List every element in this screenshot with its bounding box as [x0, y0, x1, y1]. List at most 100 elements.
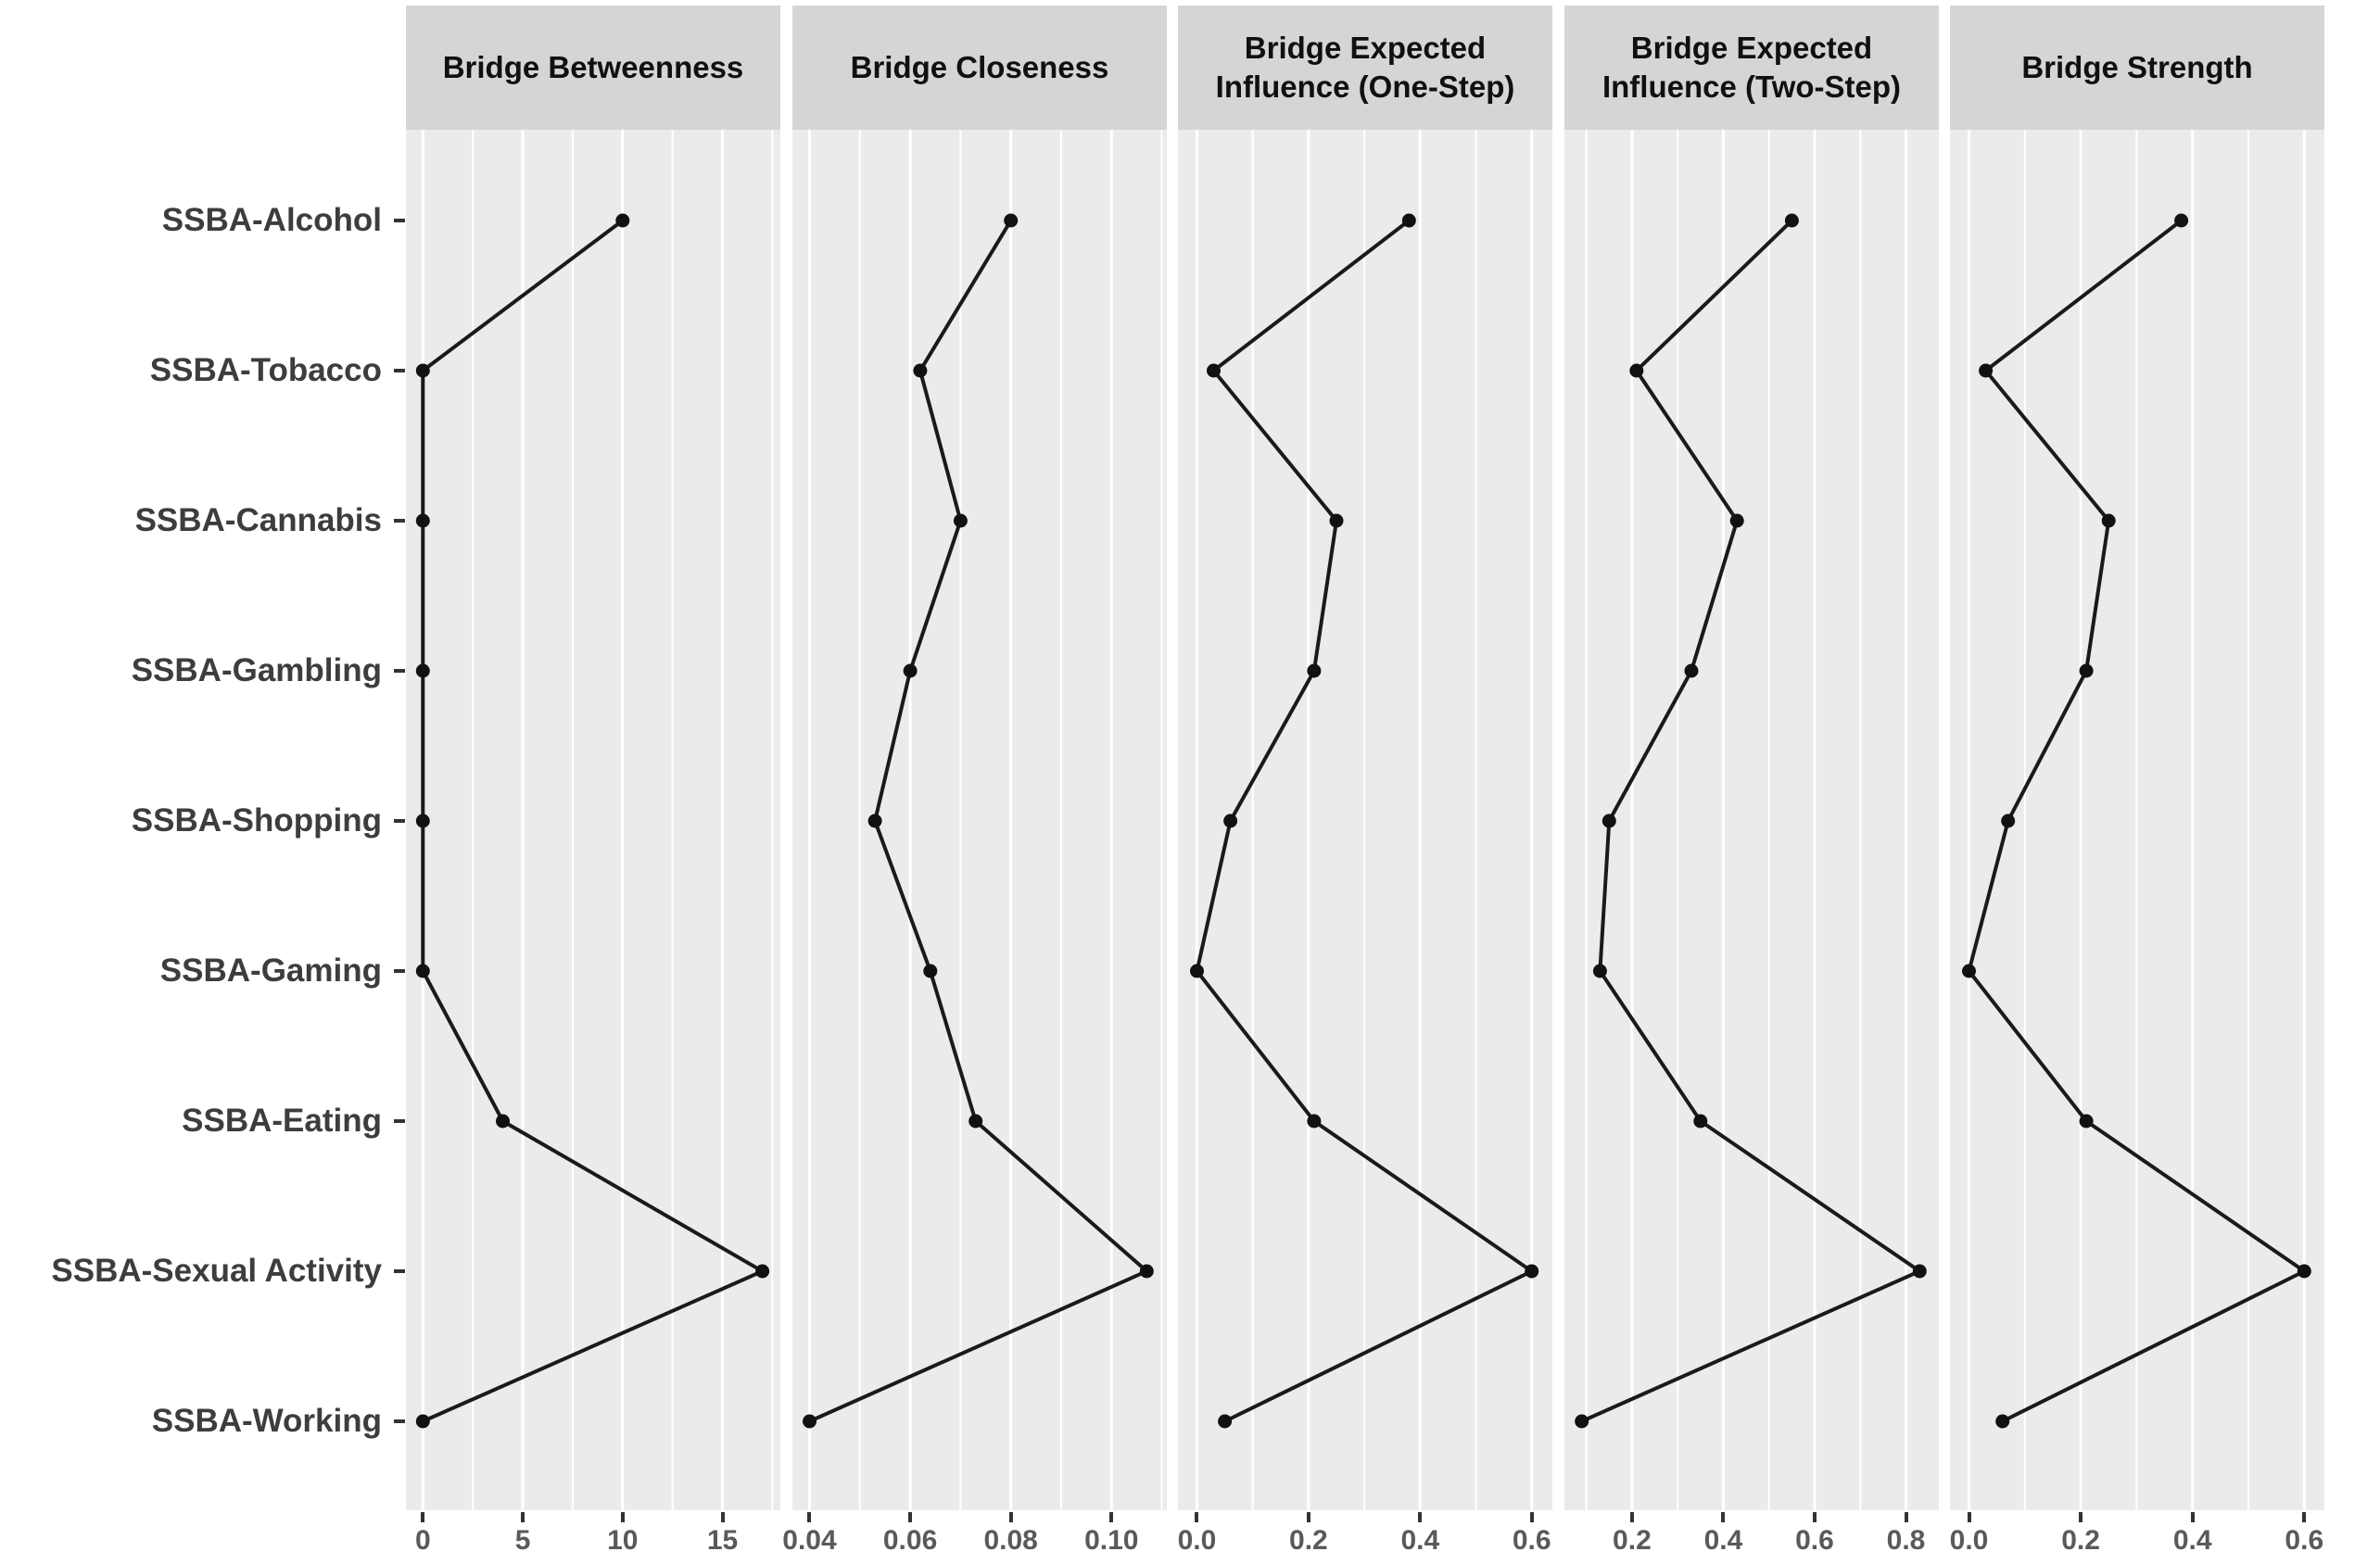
x-axis-tick — [1721, 1512, 1726, 1522]
y-axis-tick — [394, 1119, 405, 1123]
panel-background — [406, 130, 780, 1510]
x-axis-tick — [1629, 1512, 1634, 1522]
data-point — [1525, 1264, 1539, 1279]
x-axis-label: 0.0 — [1177, 1525, 1217, 1556]
facet-panel — [792, 130, 1167, 1510]
x-axis-tick — [1418, 1512, 1423, 1522]
facet-strip: Bridge Strength — [1950, 6, 2324, 130]
y-axis-label: SSBA-Cannabis — [134, 502, 382, 538]
x-axis-label: 10 — [607, 1525, 639, 1556]
x-axis-label: 0.4 — [1703, 1525, 1743, 1556]
x-axis-label: 0.0 — [1949, 1525, 1989, 1556]
x-axis-tick — [421, 1512, 425, 1522]
data-point — [2101, 513, 2116, 528]
data-point — [1629, 363, 1644, 378]
facet-strip-title: Bridge Expected — [1244, 31, 1487, 65]
data-point — [415, 513, 430, 528]
data-point — [1912, 1264, 1927, 1279]
facet-strip: Bridge Closeness — [792, 6, 1167, 130]
data-point — [1190, 964, 1204, 978]
x-axis-tick — [620, 1512, 625, 1522]
x-axis-label: 0.2 — [2061, 1525, 2100, 1556]
data-point — [1729, 513, 1744, 528]
data-point — [1784, 213, 1799, 228]
data-point — [923, 964, 938, 978]
x-axis-label: 0.4 — [1400, 1525, 1440, 1556]
data-point — [1307, 1114, 1322, 1129]
x-axis-label: 0.04 — [782, 1525, 837, 1556]
data-point — [903, 663, 918, 678]
x-axis-label: 0.4 — [2172, 1525, 2212, 1556]
x-axis-tick — [1967, 1512, 1971, 1522]
x-axis-label: 0.8 — [1886, 1525, 1926, 1556]
x-axis-label: 0.6 — [1795, 1525, 1834, 1556]
y-axis-label: SSBA-Shopping — [131, 802, 382, 839]
data-point — [755, 1264, 770, 1279]
facet-panel — [1564, 130, 1939, 1510]
x-axis-tick — [2079, 1512, 2083, 1522]
data-point — [867, 814, 882, 828]
y-axis-label: SSBA-Gambling — [131, 652, 382, 688]
data-point — [2174, 213, 2189, 228]
y-axis-label: SSBA-Eating — [182, 1103, 382, 1139]
data-point — [1223, 814, 1238, 828]
x-axis-tick — [1904, 1512, 1908, 1522]
x-axis-label: 15 — [706, 1525, 739, 1556]
x-axis-tick — [807, 1512, 812, 1522]
facet-panel — [1178, 130, 1552, 1510]
x-axis-label: 0.06 — [882, 1525, 938, 1556]
y-axis-tick — [394, 819, 405, 823]
facet-strip: Bridge Expected Influence (Two-Step) — [1564, 6, 1939, 130]
facet-strip-title: Influence (One-Step) — [1215, 69, 1515, 104]
x-axis-tick — [1306, 1512, 1310, 1522]
x-axis-label: 0.08 — [983, 1525, 1038, 1556]
facet-strip-title: Influence (Two-Step) — [1601, 69, 1902, 104]
data-point — [1601, 814, 1616, 828]
x-axis-tick — [2302, 1512, 2307, 1522]
data-point — [1592, 964, 1607, 978]
data-point — [415, 1414, 430, 1429]
facet-strip: Bridge Expected Influence (One-Step) — [1178, 6, 1552, 130]
panel-background — [792, 130, 1167, 1510]
data-point — [968, 1114, 983, 1129]
x-axis-tick — [1529, 1512, 1534, 1522]
y-axis-tick — [394, 519, 405, 523]
data-point — [2079, 1114, 2094, 1129]
x-axis-tick — [1109, 1512, 1114, 1522]
y-axis-label: SSBA-Gaming — [159, 952, 382, 989]
data-point — [1307, 663, 1322, 678]
facet-strip: Bridge Betweenness — [406, 6, 780, 130]
y-axis-tick — [394, 969, 405, 973]
data-point — [415, 964, 430, 978]
facet-strip-title: Bridge Closeness — [850, 50, 1109, 84]
x-axis-label: 0.10 — [1084, 1525, 1139, 1556]
data-point — [415, 363, 430, 378]
y-axis-tick — [394, 369, 405, 372]
facet-strip-title: Bridge Strength — [2021, 50, 2253, 84]
facet-panel — [406, 130, 780, 1510]
y-axis-label: SSBA-Tobacco — [149, 352, 382, 388]
x-axis-tick — [2190, 1512, 2195, 1522]
y-axis-tick — [394, 1419, 405, 1423]
data-point — [615, 213, 630, 228]
y-axis-label: SSBA-Alcohol — [161, 202, 382, 238]
x-axis-tick — [1195, 1512, 1199, 1522]
data-point — [2001, 814, 2016, 828]
x-axis-tick — [720, 1512, 725, 1522]
data-point — [1207, 363, 1221, 378]
y-axis-tick — [394, 1269, 405, 1273]
data-point — [953, 513, 968, 528]
data-point — [1218, 1414, 1233, 1429]
data-point — [1401, 213, 1416, 228]
data-point — [496, 1114, 510, 1129]
x-axis-label: 0.6 — [1512, 1525, 1551, 1556]
data-point — [1139, 1264, 1154, 1279]
data-point — [1995, 1414, 2010, 1429]
x-axis-label: 0 — [414, 1525, 431, 1556]
panel-background — [1564, 130, 1939, 1510]
data-point — [1962, 964, 1976, 978]
x-axis-tick — [1008, 1512, 1013, 1522]
y-axis-label: SSBA-Sexual Activity — [51, 1253, 382, 1289]
data-point — [1575, 1414, 1589, 1429]
facet-strip-title: Bridge Expected — [1630, 31, 1873, 65]
